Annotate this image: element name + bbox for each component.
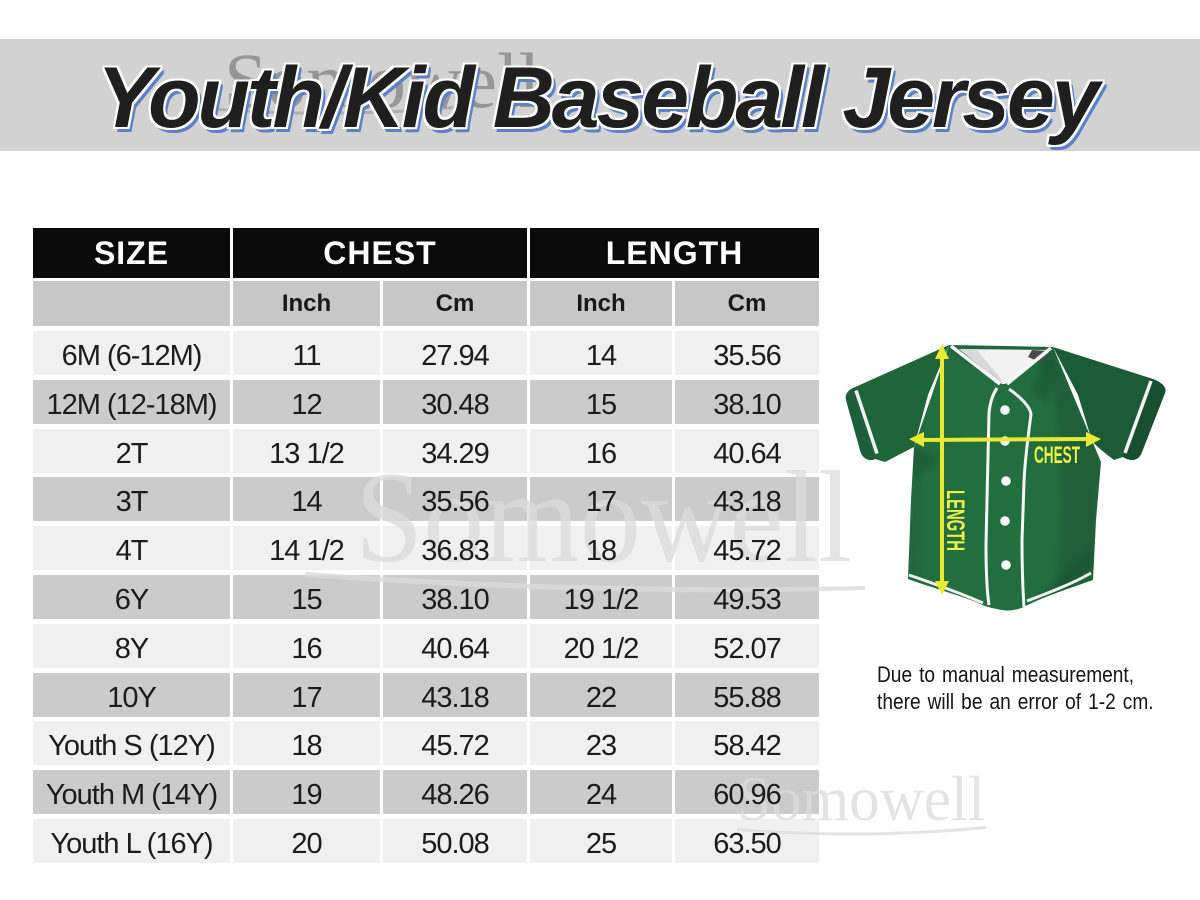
svg-text:Somowell: Somowell [737, 763, 985, 834]
svg-text:CHEST: CHEST [1034, 442, 1080, 469]
svg-text:Somowell: Somowell [355, 445, 852, 590]
svg-text:LENGTH: LENGTH [941, 490, 969, 551]
